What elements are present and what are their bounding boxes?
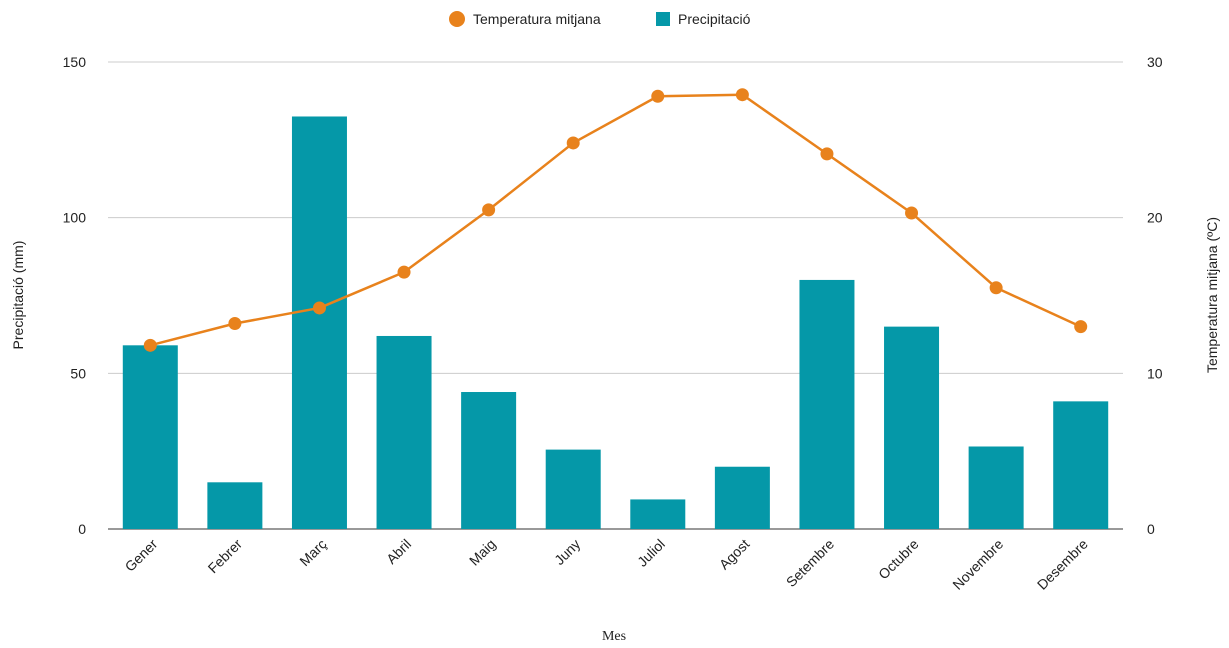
precipitation-bar: [376, 335, 432, 529]
temperature-point: [143, 338, 157, 352]
precipitation-bar: [799, 279, 855, 529]
temperature-line-path: [149, 93, 1082, 347]
precipitation-bar: [884, 326, 940, 529]
precipitation-bar: [630, 499, 686, 529]
temperature-point: [989, 281, 1003, 295]
precipitation-bar: [714, 466, 770, 529]
temperature-point: [820, 147, 834, 161]
temperature-point: [397, 265, 411, 279]
gridlines: [108, 61, 1123, 530]
temperature-point: [312, 301, 326, 315]
right-tick-label: 0: [1147, 521, 1155, 537]
precipitation-bars: [122, 116, 1109, 529]
x-tick-label: Febrer: [205, 536, 246, 577]
precipitation-bar: [461, 392, 517, 529]
precipitation-bar: [122, 345, 178, 529]
legend-precipitation-marker: [656, 12, 670, 26]
temperature-point: [735, 88, 749, 102]
x-tick-label: Juny: [551, 536, 583, 568]
x-tick-label: Agost: [716, 536, 753, 573]
temperature-point: [228, 317, 242, 331]
x-tick-label: Novembre: [949, 536, 1006, 593]
temperature-point: [1074, 320, 1088, 334]
precipitation-bar: [207, 482, 263, 529]
x-tick-label: Setembre: [783, 536, 837, 590]
right-tick-label: 30: [1147, 54, 1163, 70]
x-tick-label: Abril: [383, 536, 414, 567]
temperature-point: [482, 203, 496, 217]
right-axis-ticks: 0 10 20 30: [1147, 54, 1163, 537]
legend-temperature-marker: [449, 11, 465, 27]
legend-temperature-label: Temperatura mitjana: [473, 11, 601, 27]
left-axis-title: Precipitació (mm): [10, 241, 26, 350]
x-tick-label: Març: [296, 536, 329, 569]
left-tick-label: 50: [70, 365, 86, 381]
precipitation-bar: [545, 449, 601, 529]
left-tick-label: 100: [63, 210, 87, 226]
legend-precipitation-label: Precipitació: [678, 11, 751, 27]
left-tick-label: 150: [63, 54, 87, 70]
x-axis-ticks: Gener Febrer Març Abril Maig Juny Juliol Agost S…: [122, 536, 1091, 593]
x-tick-label: Desembre: [1034, 536, 1091, 593]
precipitation-bar: [1053, 401, 1109, 529]
x-axis-title: Mes: [602, 629, 626, 644]
temperature-line: [143, 88, 1088, 352]
x-tick-label: Gener: [122, 536, 161, 575]
right-tick-label: 10: [1147, 365, 1163, 381]
left-axis-ticks: 0 50 100 150: [63, 54, 87, 537]
precipitation-bar: [291, 116, 347, 529]
right-tick-label: 20: [1147, 210, 1163, 226]
right-axis-title: Temperatura mitjana (ºC): [1204, 217, 1220, 373]
legend: Temperatura mitjana Precipitació: [449, 11, 751, 27]
x-tick-label: Juliol: [634, 536, 668, 570]
x-tick-label: Maig: [466, 536, 499, 569]
temperature-point: [905, 206, 919, 220]
left-tick-label: 0: [78, 521, 86, 537]
x-tick-label: Octubre: [875, 536, 922, 583]
temperature-point: [566, 136, 580, 150]
temperature-point: [651, 89, 665, 103]
precipitation-bar: [968, 446, 1024, 529]
